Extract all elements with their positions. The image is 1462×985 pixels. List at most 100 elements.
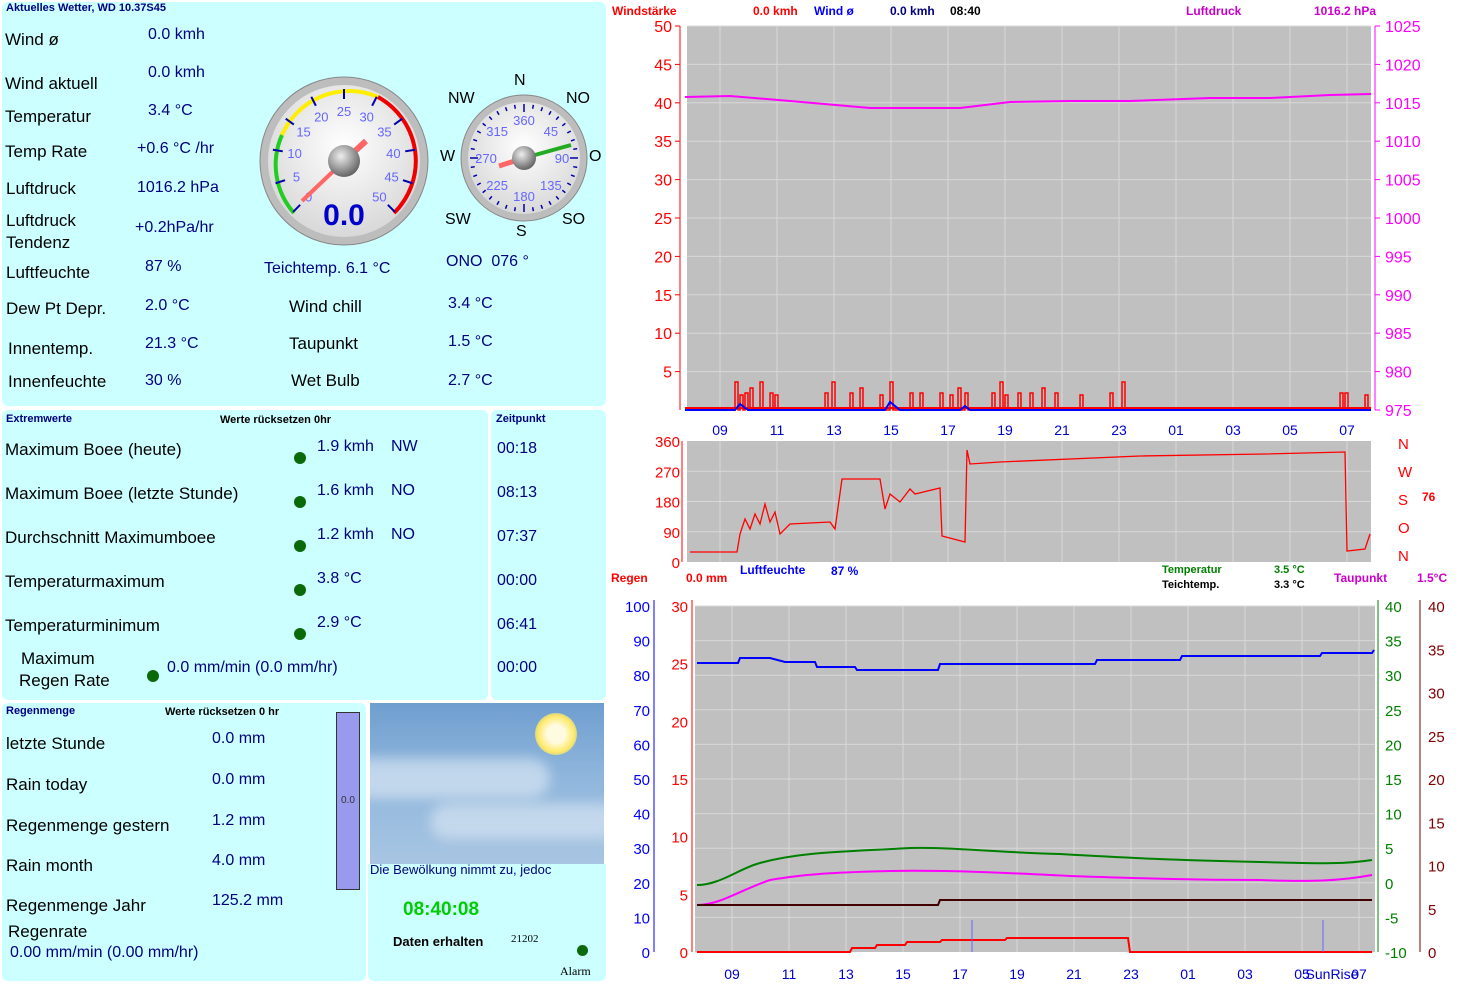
compass-tick [482,189,487,194]
alarm-led[interactable] [577,945,588,956]
g3-regen-label: Regen [611,571,648,585]
x-tick-label: 23 [1123,966,1139,982]
rain-tick-label: 5 [680,887,688,904]
label-pressure-trend: Luftdruck Tendenz [6,211,76,252]
compass-tick [488,195,493,200]
humidity-tick-label: 100 [625,599,650,616]
label-pressure: Luftdruck [6,179,76,198]
compass-tick [470,147,475,151]
x-tick-label: 11 [782,966,797,982]
extreme-label: Temperaturminimum [5,616,160,635]
x-tick-label: 05 [1294,966,1310,982]
label-indoor-hum: Innenfeuchte [8,372,107,391]
extremes-title: Extremwerte [6,413,73,425]
rain-tick-label: 10 [671,830,688,847]
extreme-label: Maximum Boee (letzte Stunde) [5,484,239,503]
compass-tick [531,207,535,212]
rain-tick-label: 15 [671,772,688,789]
rain-label: Rain month [6,856,93,875]
y2-tick-label: 1025 [1385,19,1421,36]
y2-tick-label: 975 [1385,403,1412,420]
compass-so: SO [562,211,586,228]
x-tick-label: 19 [997,422,1013,438]
gauge-tick [402,179,413,185]
y-tick-label: 10 [654,326,672,343]
g1-avg-label: Wind ø [814,4,854,18]
compass-tick [555,195,560,200]
x-tick-label: 07 [1339,422,1355,438]
y-tick-label: 15 [654,288,672,305]
extreme-time: 07:37 [497,528,538,545]
compass-tick [473,174,478,178]
rain-title: Regenmenge [6,705,76,717]
wind-pressure-chart: 09 11 13 15 17 19 21 23 01 03 05 07 50 45 40 35 30 25 20 15… [654,19,1421,438]
compass-tick [555,116,560,121]
label-wet-bulb: Wet Bulb [291,371,360,390]
temperature-series [696,846,1373,886]
y-tick-label: 90 [663,525,680,542]
rain-label: Rain today [6,775,88,794]
humidity-tick-label: 90 [633,634,650,651]
pond-tick-label: 10 [1428,859,1445,876]
x-tick-label: 23 [1111,422,1127,438]
y-tick-label: 45 [654,57,672,74]
label-wind-current: Wind aktuell [5,74,98,93]
rain-tick-label: 30 [671,599,688,616]
extreme-label: Maximum Boee (heute) [5,440,182,459]
humidity-tick-label: 20 [633,876,650,893]
extreme-value: 1.6 kmh [317,482,374,499]
temp-tick-label: -5 [1385,910,1398,927]
value-pressure-trend: +0.2hPa/hr [135,219,214,236]
panel-title: Aktuelles Wetter, WD 10.37S45 [6,2,166,14]
extreme-time: 00:00 [497,572,538,589]
sunrise-label: SunRise [1306,966,1359,982]
temp-tick-label: 30 [1385,668,1402,685]
wind-avg-series [685,400,1371,411]
direction-label: S [1398,492,1408,509]
compass-degree-label: 45 [544,124,558,139]
y-tick-label: 25 [654,211,672,228]
compass-nw: NW [448,90,475,107]
gauge-tick [393,117,403,126]
compass-tick [540,107,544,112]
extreme-time: 06:41 [497,616,538,633]
y-tick-label: 50 [654,19,672,36]
x-tick-label: 21 [1066,966,1082,982]
data-count: 21202 [511,933,539,945]
temp-tick-label: -10 [1385,945,1407,962]
compass-tick [531,104,535,109]
g3-temp-label: Temperatur [1162,564,1222,576]
value-wind-chill: 3.4 °C [448,295,493,312]
x-tick-label: 11 [770,422,785,438]
x-tick-label: 05 [1282,422,1298,438]
value-indoor-hum: 30 % [145,372,182,389]
x-tick-label: 15 [895,966,911,982]
compass-tick [548,110,552,116]
compass-tick [573,165,578,169]
rain-panel: Regenmenge Werte rücksetzen 0 hr letzte … [2,703,366,981]
label-humidity: Luftfeuchte [6,263,91,282]
max-rain-time: 00:00 [497,659,538,676]
compass-tick [488,116,493,121]
pressure-series [684,93,1372,109]
humidity-tick-label: 70 [633,703,650,720]
max-rain-led [147,670,159,682]
direction-label: O [1398,520,1410,537]
compass-tick [470,165,475,169]
forecast-sky-image [370,703,604,866]
compass-tick [496,110,500,116]
x-tick-label: 07 [1351,966,1367,982]
label-dew-depr: Dew Pt Depr. [6,299,107,318]
compass-sw: SW [445,211,471,228]
compass-tick [476,130,482,134]
x-tick-label: 15 [883,422,899,438]
y-tick-label: 360 [655,434,680,451]
clock: 08:40:08 [403,899,480,920]
rain-value: 0.0 mm [212,730,266,747]
temperature-humidity-chart: 09 11 13 15 17 19 21 23 01 03 05 07SunRise100908070… [625,599,1445,982]
y-tick-label: 270 [655,464,680,481]
value-wet-bulb: 2.7 °C [448,372,493,389]
g3-pond-label: Teichtemp. [1162,579,1220,591]
compass-degree-label: 270 [475,151,497,166]
compass-degree-label: 315 [486,124,508,139]
